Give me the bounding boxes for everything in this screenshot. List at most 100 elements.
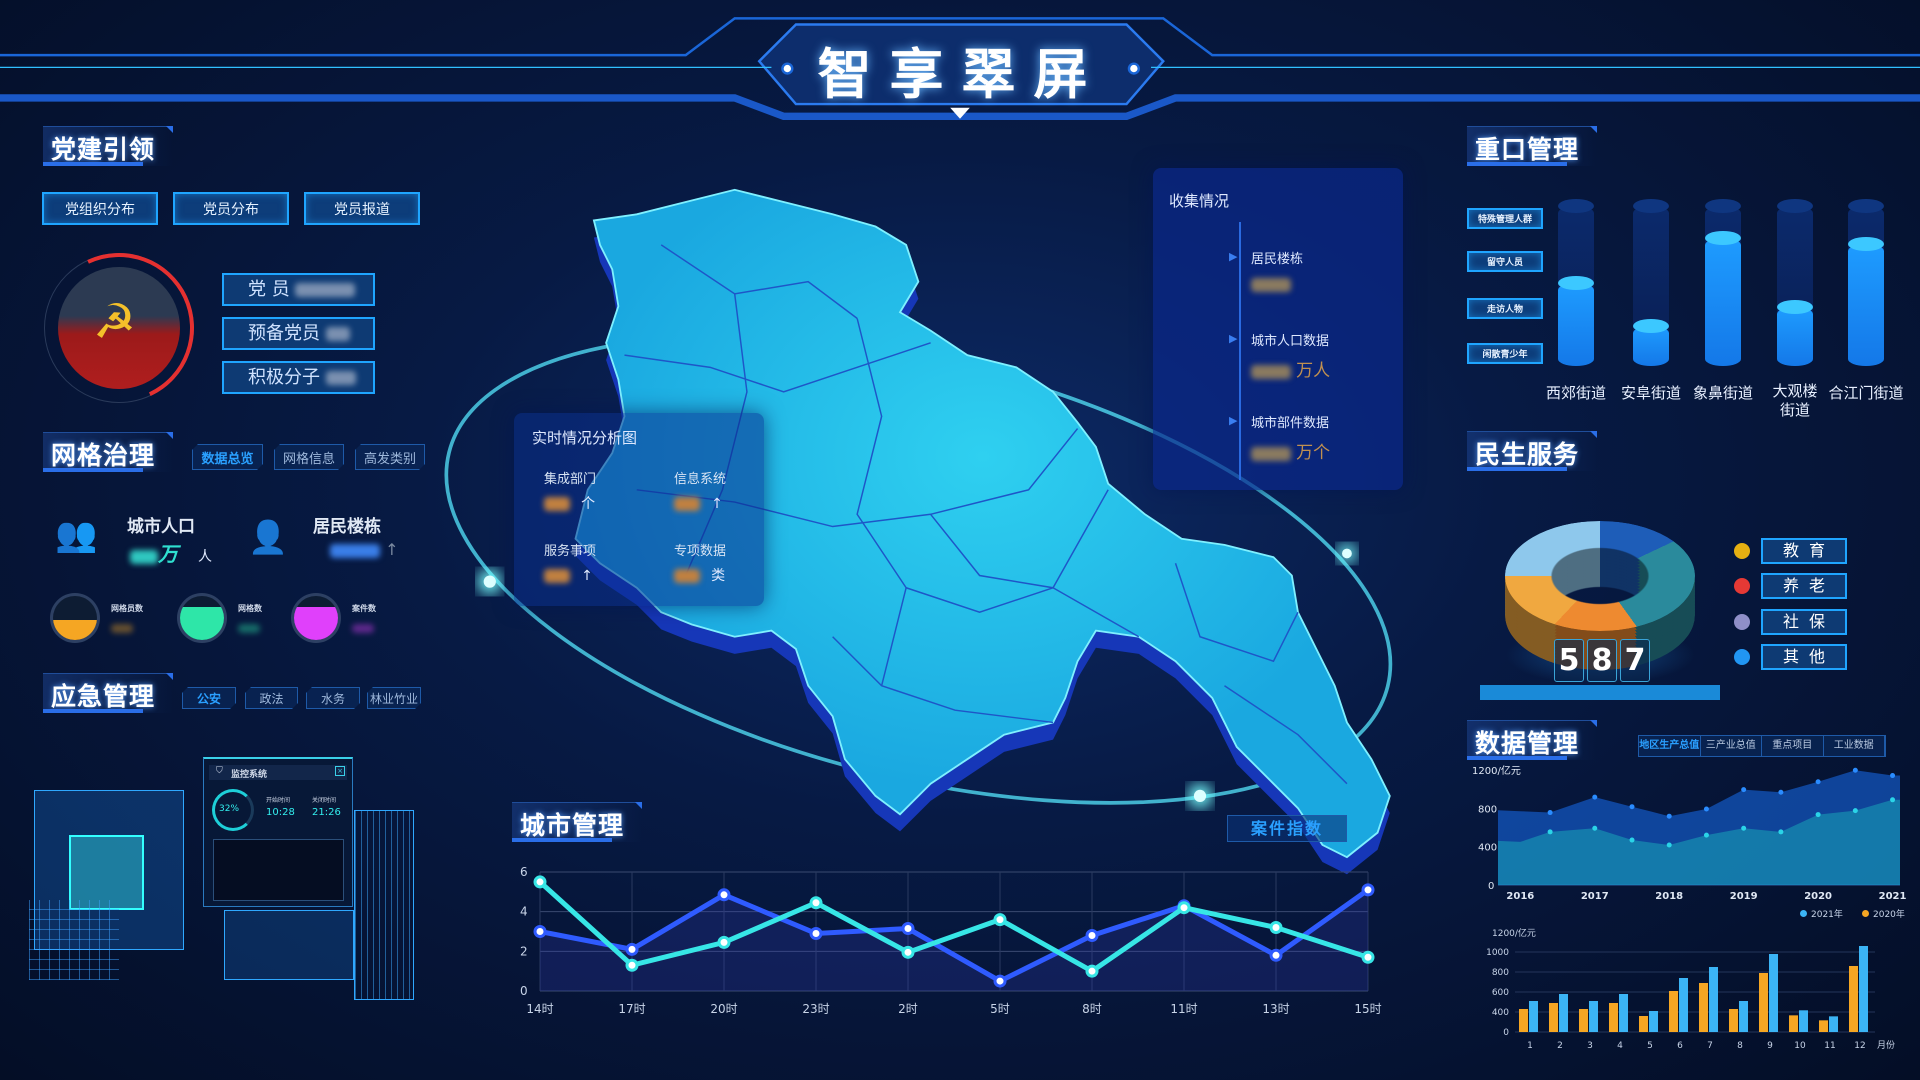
legend-button[interactable]: 其他: [1761, 644, 1847, 670]
bar: [1759, 973, 1768, 1032]
data-point: [1269, 948, 1283, 962]
key-pop-filter-button[interactable]: 闲散青少年: [1467, 343, 1543, 364]
collection-item-label: 居民楼栋: [1251, 252, 1304, 267]
start-time-label: 开始时间: [266, 797, 291, 804]
y-tick-label: 800: [1478, 804, 1497, 815]
data-point: [1703, 806, 1709, 812]
monitor-popup: ⛉ 监控系统 × 32% 开始时间 10:28 关闭时间 21:26: [203, 757, 353, 907]
buildings-value: ↑: [330, 540, 399, 559]
x-tick-label: 10: [1794, 1041, 1806, 1051]
party-member-button[interactable]: 党员分布: [173, 192, 289, 225]
tab-frequent-types[interactable]: 高发类别: [355, 444, 425, 470]
series-area: [1498, 799, 1900, 885]
tab-water[interactable]: 水务: [306, 687, 360, 709]
x-tick-label: 20时: [710, 1002, 737, 1016]
x-tick-label: 1: [1527, 1041, 1533, 1051]
legend-button[interactable]: 养老: [1761, 573, 1847, 599]
map[interactable]: [574, 188, 1391, 875]
close-icon[interactable]: ×: [335, 766, 345, 776]
data-point: [993, 974, 1007, 988]
tab-grid-info[interactable]: 网格信息: [274, 444, 344, 470]
street-label: 合江门街道: [1828, 384, 1904, 402]
city-line-chart: 0 2 4 6 14时 17时 20时 23时 2时 5时 8时 11时 13时 15时: [520, 865, 1382, 1016]
bar: [1789, 1015, 1798, 1032]
realtime-item-value: 个: [544, 493, 595, 513]
data-point: [533, 925, 547, 938]
realtime-item-value: 类: [674, 565, 725, 585]
bar: [1859, 946, 1868, 1032]
data-point: [717, 888, 731, 902]
bar: [1769, 954, 1778, 1032]
data-point: [1741, 825, 1747, 831]
section-header-data: 数据管理: [1467, 720, 1597, 760]
x-tick-label: 2020: [1804, 891, 1832, 902]
population-value: 万人: [130, 538, 212, 567]
gauge-ball: [50, 593, 100, 643]
tab-forestry[interactable]: 林业竹业: [367, 687, 421, 709]
legend-dot: [1862, 910, 1869, 917]
stat-probationary: 预备党员: [222, 317, 375, 350]
realtime-item-label: 服务事项: [544, 544, 597, 559]
legend-item[interactable]: 2021年: [1800, 907, 1843, 920]
collection-item-label: 城市部件数据: [1251, 416, 1330, 431]
x-tick-label: 2021: [1879, 891, 1907, 902]
data-point: [1852, 808, 1858, 814]
legend-dot: [1800, 910, 1807, 917]
gauge-value-blur: [352, 618, 374, 637]
data-point: [1361, 950, 1375, 964]
shield-icon: ⛉: [216, 766, 223, 776]
legend-item[interactable]: 2020年: [1862, 907, 1905, 920]
y-tick-label: 2: [520, 944, 528, 958]
tab-law[interactable]: 政法: [245, 687, 298, 709]
data-point: [533, 875, 547, 889]
data-tab[interactable]: 三产业总值: [1701, 736, 1762, 756]
key-pop-filter-button[interactable]: 留守人员: [1467, 251, 1543, 272]
data-tab[interactable]: 地区生产总值: [1639, 736, 1701, 756]
y-tick-label: 400: [1492, 1008, 1509, 1018]
party-org-button[interactable]: 党组织分布: [42, 192, 158, 225]
data-point: [1703, 832, 1709, 838]
x-tick-label: 8时: [1082, 1002, 1102, 1016]
street-label: 象鼻街道: [1692, 384, 1753, 402]
collection-panel: 收集情况 ▶ 居民楼栋 ▶ 城市人口数据 万人 ▶ 城市部件数据 万个: [1153, 168, 1403, 490]
section-title: 民生服务: [1475, 440, 1580, 469]
key-pop-filter-button[interactable]: 特殊管理人群: [1467, 208, 1543, 229]
key-pop-filter-button[interactable]: 走访人物: [1467, 298, 1543, 319]
y-tick-label: 0: [1503, 1028, 1509, 1038]
stat-activists: 积极分子: [222, 361, 375, 394]
bar: [1799, 1010, 1808, 1032]
data-tab[interactable]: 工业数据: [1824, 736, 1885, 756]
end-time: 21:26: [312, 807, 341, 818]
realtime-item-label: 专项数据: [674, 544, 727, 559]
section-header-emergency: 应急管理: [43, 673, 173, 713]
section-header-keypop: 重口管理: [1467, 126, 1597, 166]
x-tick-label: 23时: [802, 1002, 829, 1016]
building-3d-model[interactable]: [24, 770, 428, 1000]
data-point: [1778, 829, 1784, 835]
x-tick-label: 6: [1677, 1041, 1683, 1051]
data-point: [1890, 797, 1896, 803]
data-point: [1085, 928, 1099, 942]
tab-data-overview[interactable]: 数据总览: [192, 444, 263, 470]
x-tick-label: 2时: [898, 1002, 918, 1016]
data-tab[interactable]: 重点项目: [1762, 736, 1824, 756]
tab-police[interactable]: 公安: [182, 687, 236, 709]
buildings-label: 居民楼栋: [313, 517, 381, 537]
party-report-button[interactable]: 党员报道: [304, 192, 420, 225]
bar: [1619, 994, 1628, 1032]
bar: [1729, 1009, 1738, 1032]
case-index-button[interactable]: 案件指数: [1227, 815, 1347, 842]
gauge-label: 案件数: [352, 604, 376, 613]
legend-button[interactable]: 社保: [1761, 609, 1847, 635]
realtime-panel: 实时情况分析图 集成部门 个 信息系统 ↑ 服务事项 ↑ 专项数据 类: [514, 413, 764, 606]
x-tick-label: 2019: [1730, 891, 1758, 902]
popup-title: 监控系统: [231, 770, 268, 780]
x-tick-label: 2016: [1506, 891, 1534, 902]
y-tick-label: 400: [1478, 843, 1497, 854]
gauge-label: 网格员数: [111, 604, 143, 613]
legend-button[interactable]: 教育: [1761, 538, 1847, 564]
legend-dot: [1734, 649, 1750, 665]
video-area[interactable]: [213, 839, 344, 901]
x-tick-label: 9: [1767, 1041, 1773, 1051]
realtime-item-value: ↑: [674, 493, 723, 512]
